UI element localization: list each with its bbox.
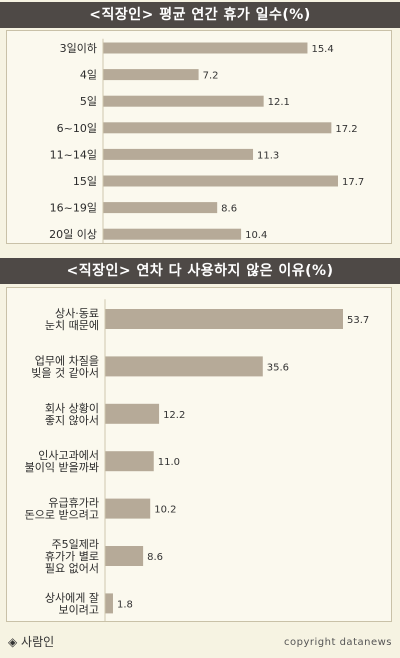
chart2-value-label: 35.6 [267,362,289,373]
chart1-value-label: 17.2 [335,124,357,135]
chart2-category-label: 유급휴가라 [48,497,99,510]
chart2-value-label: 11.0 [158,457,180,468]
source-label: ◈ 사람인 [8,635,55,649]
chart1-value-label: 17.7 [342,177,364,188]
chart1-bar [103,148,254,160]
chart2-category-label: 업무에 차질을 [35,354,99,367]
chart2-value-label: 1.8 [117,599,133,610]
chart2-bar [105,356,263,377]
chart2-bar [105,309,343,329]
chart1-value-label: 8.6 [221,204,237,215]
chart1-category-label: 11~14일 [50,147,97,161]
chart1-bar [103,42,308,54]
chart2-bar [105,498,151,519]
chart2-category-label: 필요 없어서 [45,562,99,575]
chart1-category-label: 5일 [80,94,97,108]
chart1-bar [103,122,332,134]
chart2-value-label: 10.2 [154,505,176,516]
chart2-category-label: 보이려고 [59,603,99,616]
chart2-category-label: 좋지 않아서 [45,414,99,427]
chart2-value-label: 53.7 [347,315,369,326]
chart1-value-label: 15.4 [311,44,333,55]
chart2-title: <직장인> 연차 다 사용하지 않은 이유(%) [0,258,400,284]
chart1-category-label: 15일 [73,174,97,188]
chart1-category-label: 4일 [80,68,97,82]
chart2-category-label: 불이익 받을까봐 [25,461,99,474]
chart2-value-label: 8.6 [147,552,163,563]
chart2-bar [105,451,154,472]
chart2-panel: 53.7 상사·동료 눈치 때문에 35.6 업무에 차질을 빚을 것 같아서 12.2 회사… [6,287,392,624]
chart1-panel: 15.4 3일이하 7.2 4일 12.1 5일 17.2 6~10일 11.3 11~14일 17… [6,30,392,244]
chart1-title: <직장인> 평균 연간 휴가 일수(%) [0,2,400,28]
chart1-category-label: 3일이하 [60,41,97,55]
chart2-category-label: 휴가가 별로 [45,550,99,563]
chart2-category-label: 빚을 것 같아서 [31,366,99,379]
chart2-category-label: 돈으로 받으려고 [25,509,99,522]
chart1-plot: 15.4 3일이하 7.2 4일 12.1 5일 17.2 6~10일 11.3 11~14일 17… [49,38,364,244]
chart1-bar [103,202,218,214]
chart2-category-label: 눈치 때문에 [45,319,99,332]
chart2-value-label: 12.2 [163,410,185,421]
chart1-bar [103,175,338,187]
copyright-label: copyright datanews [284,637,392,648]
chart2-category-label: 인사고과에서 [38,449,99,462]
chart1-bar [103,228,242,240]
chart2-category-label: 상사·동료 [55,307,99,320]
chart2-bar [105,403,160,424]
chart1-value-label: 11.3 [257,150,279,161]
chart1-category-label: 20일 이상 [49,227,97,241]
chart2-bar [105,593,113,614]
chart1-value-label: 7.2 [203,71,219,82]
chart2-bar [105,546,144,566]
chart2-category-label: 상사에게 잘 [45,591,99,604]
chart1-bar [103,69,199,81]
chart2-category-label: 회사 상황이 [45,402,99,415]
chart2-category-label: 주5일제라 [52,537,99,551]
chart1-value-label: 10.4 [245,230,267,241]
chart1-category-label: 6~10일 [57,121,97,135]
chart1-value-label: 12.1 [268,97,290,108]
chart1-category-label: 16~19일 [50,201,97,215]
chart1-bar [103,95,264,107]
